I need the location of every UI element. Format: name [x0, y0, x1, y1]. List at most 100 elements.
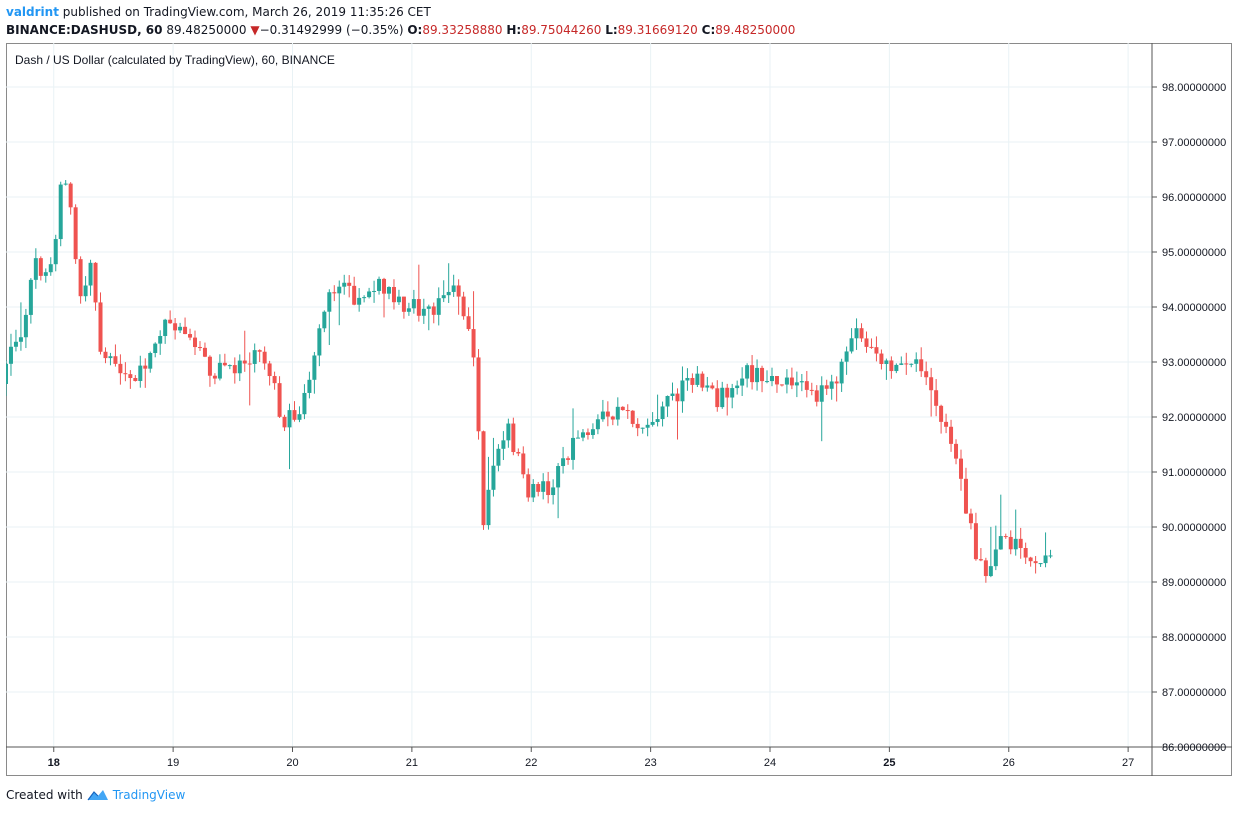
candle-up [362, 297, 367, 299]
candle-up [884, 360, 889, 364]
candle-up [307, 379, 312, 393]
candle-down [143, 365, 148, 369]
low-value: 89.31669120 [617, 23, 698, 37]
candle-up [660, 406, 665, 420]
x-tick-label: 24 [764, 757, 776, 769]
candle-up [665, 395, 670, 407]
candle-down [874, 347, 879, 354]
candle-down [347, 282, 352, 286]
candle-up [406, 308, 411, 312]
chart-container[interactable]: 98.00000000 97.00000000 96.00000000 95.0000… [6, 43, 1232, 776]
candle-down [471, 329, 476, 358]
candle-up [909, 363, 914, 365]
candle-down [879, 353, 884, 364]
high-value: 89.75044260 [521, 23, 602, 37]
candle-down [1003, 536, 1008, 538]
candle-up [561, 458, 566, 467]
candle-up [396, 296, 401, 303]
candle-up [426, 306, 431, 309]
candle-down [1018, 538, 1023, 549]
candle-up [794, 382, 799, 386]
candle-down [128, 374, 133, 379]
candle-down [715, 388, 720, 408]
candle-down [98, 302, 103, 352]
tradingview-logo-icon[interactable] [87, 788, 109, 802]
candle-down [332, 292, 337, 294]
candle-up [297, 414, 302, 420]
candle-up [53, 239, 58, 265]
candle-up [720, 387, 725, 408]
candle-down [690, 377, 695, 385]
candle-up [894, 364, 899, 372]
down-arrow-icon: ▼ [250, 23, 260, 37]
x-tick-label: 20 [286, 757, 298, 769]
candle-up [993, 549, 998, 567]
candle-down [212, 375, 217, 379]
candle-down [272, 376, 277, 384]
candle-up [386, 286, 391, 294]
candle-up [18, 337, 23, 342]
candle-down [1023, 548, 1028, 558]
candle-up [670, 393, 675, 396]
candle-up [63, 183, 68, 185]
candle-down [78, 259, 83, 297]
close-label: C: [701, 23, 716, 37]
candle-up [411, 299, 416, 309]
candle-down [292, 410, 297, 420]
candle-up [148, 353, 153, 369]
candle-up [769, 376, 774, 382]
candle-up [844, 351, 849, 362]
candle-down [68, 183, 73, 208]
candle-down [536, 484, 541, 492]
candle-down [382, 278, 387, 294]
candle-down [919, 359, 924, 372]
time-axis[interactable]: 18 19 20 21 22 23 24 25 26 27 [48, 747, 1135, 769]
candle-up [153, 343, 158, 354]
candle-down [889, 360, 894, 372]
y-tick-label: 97.00000000 [1162, 137, 1226, 149]
candle-down [904, 363, 909, 365]
candle-up [1048, 555, 1053, 557]
candle-up [372, 290, 377, 292]
candle-up [551, 487, 556, 496]
candle-up [217, 362, 222, 379]
candle-up [33, 258, 38, 280]
y-tick-label: 93.00000000 [1162, 357, 1226, 369]
price-chart[interactable]: 98.00000000 97.00000000 96.00000000 95.0000… [6, 43, 1232, 776]
open-value: 89.33258880 [422, 23, 503, 37]
candle-down [625, 410, 630, 412]
candle-down [526, 474, 531, 498]
candle-up [854, 328, 859, 339]
y-tick-label: 92.00000000 [1162, 412, 1226, 424]
candle-down [963, 478, 968, 514]
candle-up [645, 424, 650, 428]
candle-up [83, 285, 88, 297]
created-with-label: Created with [6, 788, 83, 802]
candle-up [685, 377, 690, 381]
candle-up [899, 363, 904, 365]
candle-up [178, 326, 183, 331]
candle-up [163, 319, 168, 337]
candle-down [511, 423, 516, 453]
publisher-name[interactable]: valdrint [6, 5, 59, 19]
candle-up [88, 262, 93, 286]
candle-down [973, 523, 978, 560]
candle-down [834, 381, 839, 384]
candle-up [58, 184, 63, 240]
candle-down [481, 431, 486, 526]
open-label: O: [407, 23, 423, 37]
candle-down [133, 378, 138, 381]
candle-up [227, 365, 232, 367]
candle-down [456, 285, 461, 297]
candle-down [267, 363, 272, 377]
x-tick-label: 19 [167, 757, 179, 769]
tradingview-brand-link[interactable]: TradingView [112, 788, 186, 802]
x-tick-label: 18 [48, 757, 60, 769]
x-tick-label: 22 [525, 757, 537, 769]
candle-down [804, 381, 809, 390]
candle-up [43, 272, 48, 276]
candle-up [1043, 555, 1048, 564]
price-axis[interactable]: 98.00000000 97.00000000 96.00000000 95.0000… [1152, 82, 1226, 754]
x-tick-label: 21 [406, 757, 418, 769]
candle-down [725, 387, 730, 398]
